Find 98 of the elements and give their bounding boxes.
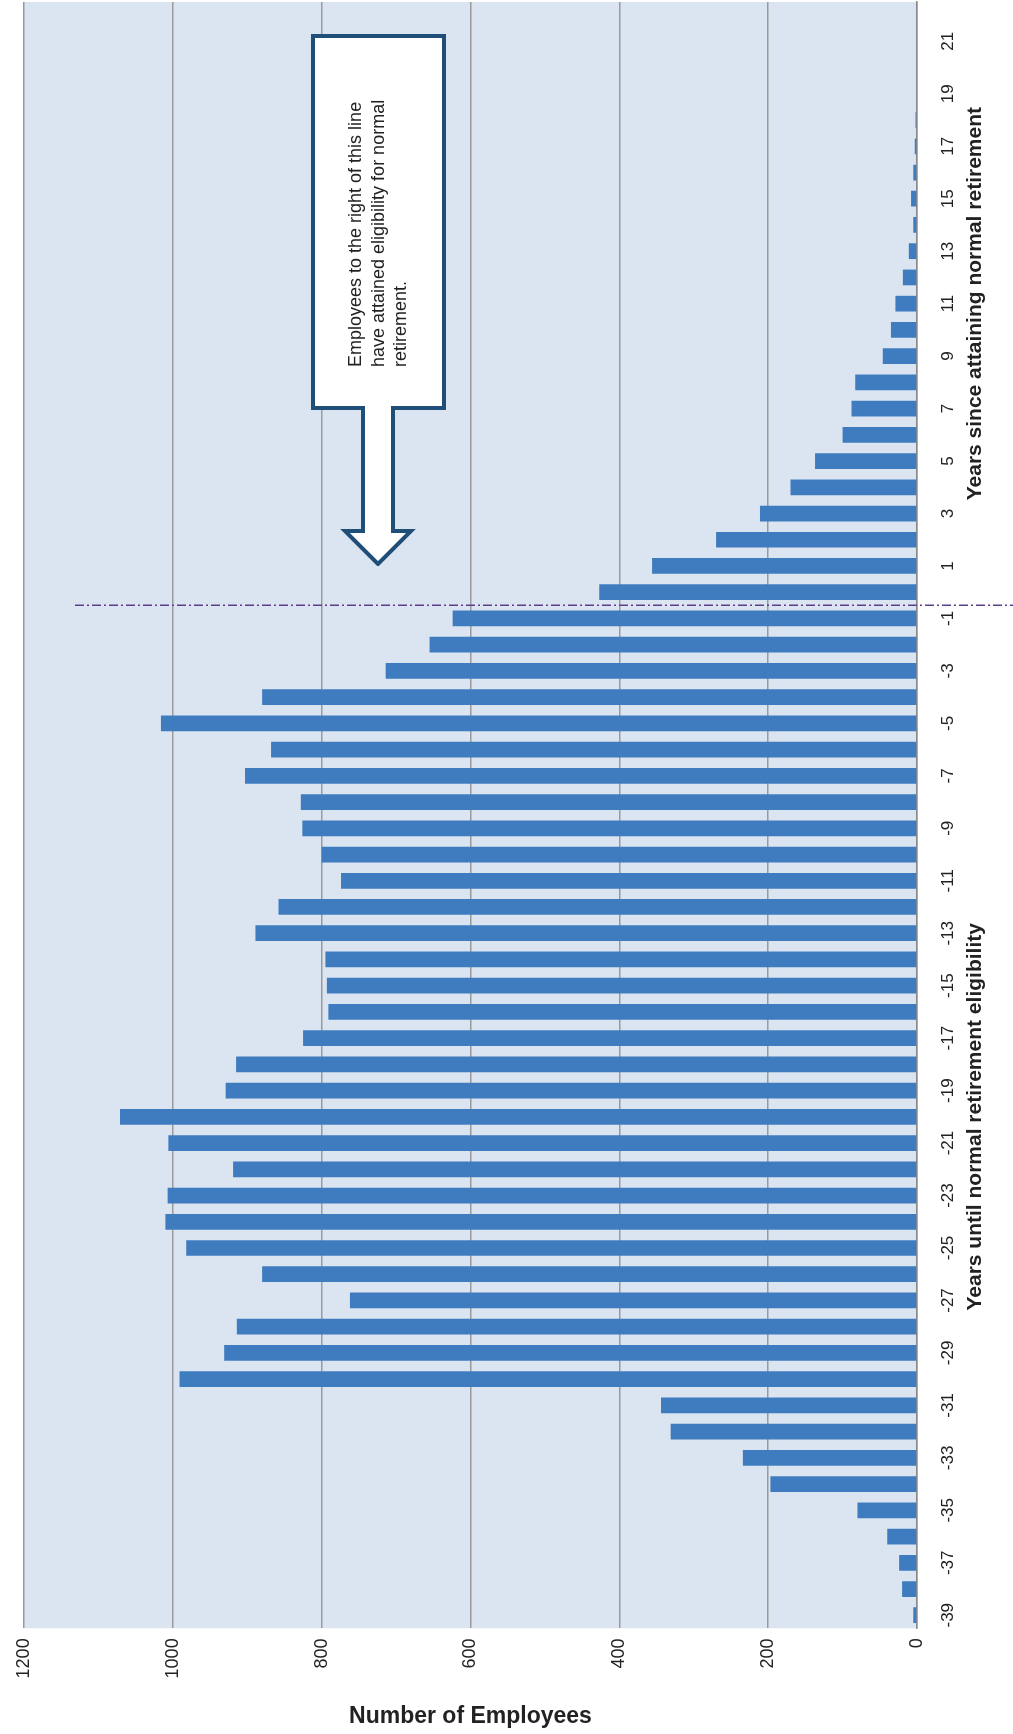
bar [300, 794, 917, 810]
y-tick-label: -13 [937, 920, 957, 946]
y-tick-label: 13 [937, 241, 957, 261]
x-tick-label: 1000 [161, 1638, 182, 1679]
bar [902, 269, 917, 286]
bar [160, 715, 917, 732]
bar [661, 1397, 917, 1414]
y-tick-label: -5 [937, 715, 957, 731]
bar [770, 1476, 917, 1492]
y-tick-label: -7 [937, 768, 957, 784]
bar [225, 1082, 917, 1099]
bar [302, 820, 917, 837]
y-tick-label: -11 [937, 869, 957, 893]
bar [349, 1292, 917, 1309]
bar [385, 663, 917, 679]
y-tick-label: -27 [937, 1288, 957, 1313]
bar [255, 925, 917, 942]
bar [670, 1423, 917, 1440]
y-tick-label: 11 [937, 294, 957, 313]
y-tick-label: -9 [937, 820, 957, 836]
y-tick-label: -23 [937, 1183, 957, 1208]
y-tick-label: -15 [937, 973, 957, 998]
y-tick-label: -3 [937, 663, 957, 679]
bar [245, 767, 917, 784]
bar [120, 1108, 917, 1125]
y-tick-label: -21 [937, 1130, 957, 1156]
y-tick-label: 7 [937, 403, 957, 414]
bar [857, 1502, 917, 1519]
bar [855, 374, 917, 391]
bar [895, 295, 917, 312]
bar [908, 243, 917, 260]
y-tick-label: -39 [937, 1602, 957, 1628]
bar [913, 1607, 917, 1624]
y-tick-label: 15 [937, 189, 957, 209]
y-tick-label: 19 [937, 84, 957, 104]
bar [224, 1345, 917, 1361]
y-tick-label: -29 [937, 1340, 957, 1366]
bar [303, 1030, 917, 1047]
bar [887, 1528, 917, 1545]
bar [262, 1266, 917, 1283]
bar [326, 977, 917, 994]
text: Years since attaining normal retirement [961, 107, 985, 501]
y-tick-label: -1 [937, 610, 957, 626]
y-tick-label: 9 [937, 351, 957, 361]
bar [815, 453, 917, 469]
x-tick-label: 200 [757, 1638, 778, 1669]
bar [599, 584, 917, 601]
bar [429, 636, 917, 653]
bar [236, 1056, 917, 1073]
bar [902, 1581, 917, 1597]
bar [890, 322, 917, 338]
y-tick-label: -35 [937, 1498, 957, 1523]
bar [325, 951, 917, 968]
y-tick-label: 1 [937, 561, 957, 571]
bar [913, 217, 917, 233]
bar [911, 190, 917, 207]
x-tick-label: 1200 [12, 1638, 33, 1679]
bar [742, 1449, 917, 1466]
bar [233, 1161, 917, 1178]
y-tick-label: 21 [937, 31, 957, 51]
bar [179, 1371, 917, 1388]
x-tick-label: 400 [608, 1638, 629, 1669]
bar [278, 899, 917, 915]
bar [271, 741, 917, 758]
bar [452, 610, 917, 627]
y-tick-label: -19 [937, 1078, 957, 1103]
bar [186, 1240, 917, 1256]
bar [882, 348, 917, 364]
y-tick-label: -33 [937, 1445, 957, 1471]
x-axis-title: Number of Employees [349, 1701, 592, 1728]
bar [851, 400, 917, 417]
y-tick-label: 17 [937, 136, 957, 156]
bar [913, 164, 917, 181]
bar [899, 1554, 917, 1571]
x-tick-label: 600 [459, 1638, 480, 1669]
bar [168, 1135, 917, 1151]
bar [341, 872, 917, 889]
y-tick-label: 3 [937, 508, 957, 519]
bar [165, 1213, 917, 1230]
y-tick-label: -25 [937, 1235, 957, 1261]
bar [716, 531, 917, 548]
x-tick-label: 0 [905, 1638, 926, 1649]
bar [790, 479, 917, 496]
x-tick-label: 800 [310, 1638, 331, 1669]
bar [759, 505, 917, 522]
bar [328, 1004, 917, 1020]
bar [167, 1187, 917, 1204]
bar [842, 426, 917, 443]
y-tick-label: 5 [937, 456, 957, 466]
bar [321, 846, 917, 863]
y-tick-label: -37 [937, 1550, 957, 1576]
bar [652, 558, 917, 574]
y-tick-label: -31 [937, 1393, 957, 1418]
bar [236, 1318, 917, 1335]
bar [262, 689, 917, 706]
annotation: Employees to the right of this line have attained eligibility for normal retirement. [344, 98, 412, 367]
y-tick-label: -17 [937, 1025, 957, 1051]
y-axis-title: Years until normal retirement eligibility [961, 922, 985, 1311]
